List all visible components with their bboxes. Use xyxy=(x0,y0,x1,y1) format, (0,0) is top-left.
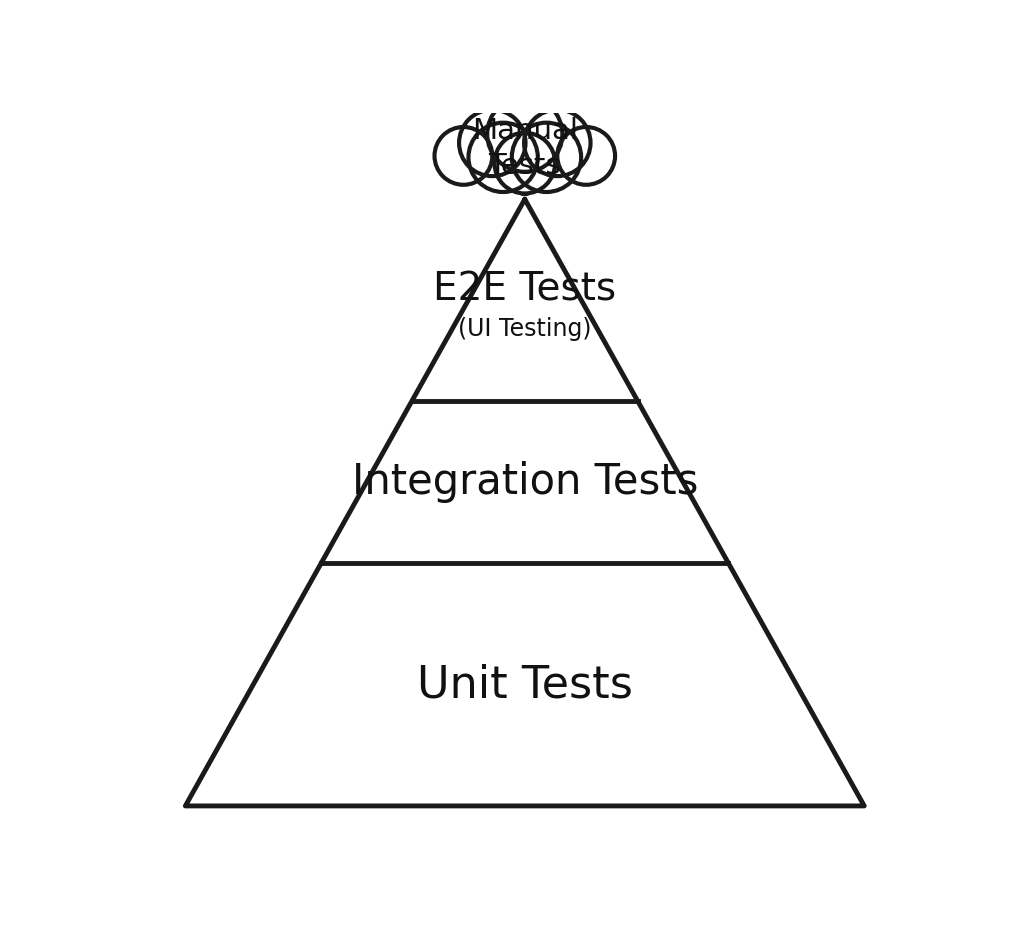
Circle shape xyxy=(524,110,591,176)
Circle shape xyxy=(459,110,525,176)
Text: Integration Tests: Integration Tests xyxy=(351,461,698,504)
Text: Unit Tests: Unit Tests xyxy=(417,663,633,706)
Circle shape xyxy=(495,133,555,193)
Circle shape xyxy=(468,123,538,192)
Text: Manual
Tests: Manual Tests xyxy=(472,117,578,180)
Circle shape xyxy=(487,97,562,172)
Text: (UI Testing): (UI Testing) xyxy=(458,317,592,341)
Circle shape xyxy=(512,123,582,192)
Circle shape xyxy=(434,127,493,185)
Circle shape xyxy=(557,127,615,185)
Circle shape xyxy=(517,180,532,194)
Circle shape xyxy=(515,166,535,187)
Text: E2E Tests: E2E Tests xyxy=(433,270,616,309)
